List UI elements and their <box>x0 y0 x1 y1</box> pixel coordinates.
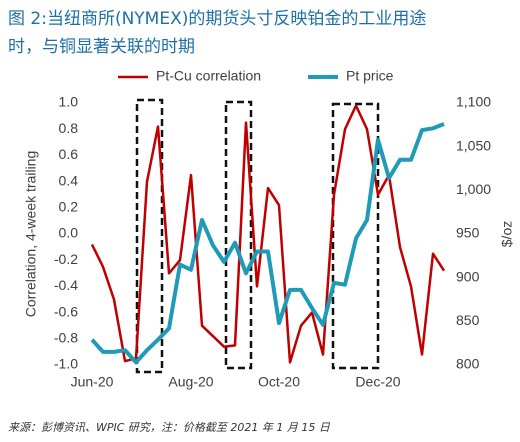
highlight-box <box>224 100 253 370</box>
y-tick-label: 0.4 <box>59 172 79 188</box>
y2-tick-label: 950 <box>456 225 480 241</box>
y-tick-label: -0.8 <box>54 330 78 346</box>
y-tick-label: -0.4 <box>54 277 78 293</box>
chart-title: 图 2:当纽商所(NYMEX)的期货头寸反映铂金的工业用途 <box>8 9 426 29</box>
data-line <box>90 122 445 365</box>
y2-tick-label: 850 <box>456 312 480 328</box>
y-tick-label: 0.8 <box>59 120 79 136</box>
chart-title: 时，与铜显著关联的时期 <box>8 37 195 57</box>
y2-tick-label: 900 <box>456 268 480 284</box>
x-tick-label: Jun-20 <box>71 374 114 390</box>
y2-tick-label: 800 <box>456 356 480 372</box>
highlight-box <box>331 102 380 370</box>
y2-tick-label: 1,000 <box>456 181 491 197</box>
y-tick-label: 0.2 <box>59 199 79 215</box>
y-tick-label: -0.2 <box>54 251 78 267</box>
highlight-box <box>135 98 164 374</box>
x-tick-label: Oct-20 <box>258 374 300 390</box>
x-tick-label: Aug-20 <box>168 374 213 390</box>
source-note: 来源：彭博资讯、WPIC 研究，注：价格截至 2021 年 1 月 15 日 <box>8 421 331 434</box>
x-tick-label: Dec-20 <box>355 374 400 390</box>
y2-axis-label: $/oz <box>499 221 515 247</box>
y-tick-label: 0.6 <box>59 146 79 162</box>
data-line <box>90 104 446 364</box>
y-tick-label: -0.6 <box>54 303 78 319</box>
y2-tick-label: 1,050 <box>456 137 491 153</box>
y-axis-label: Correlation, 4-week trailing <box>23 151 39 318</box>
y2-tick-label: 1,100 <box>456 94 491 110</box>
legend-label: Pt price <box>346 68 394 84</box>
y-tick-label: 1.0 <box>59 94 79 110</box>
y-tick-label: 0.0 <box>59 225 79 241</box>
legend-label: Pt-Cu correlation <box>156 68 261 84</box>
y-tick-label: -1.0 <box>54 356 78 372</box>
